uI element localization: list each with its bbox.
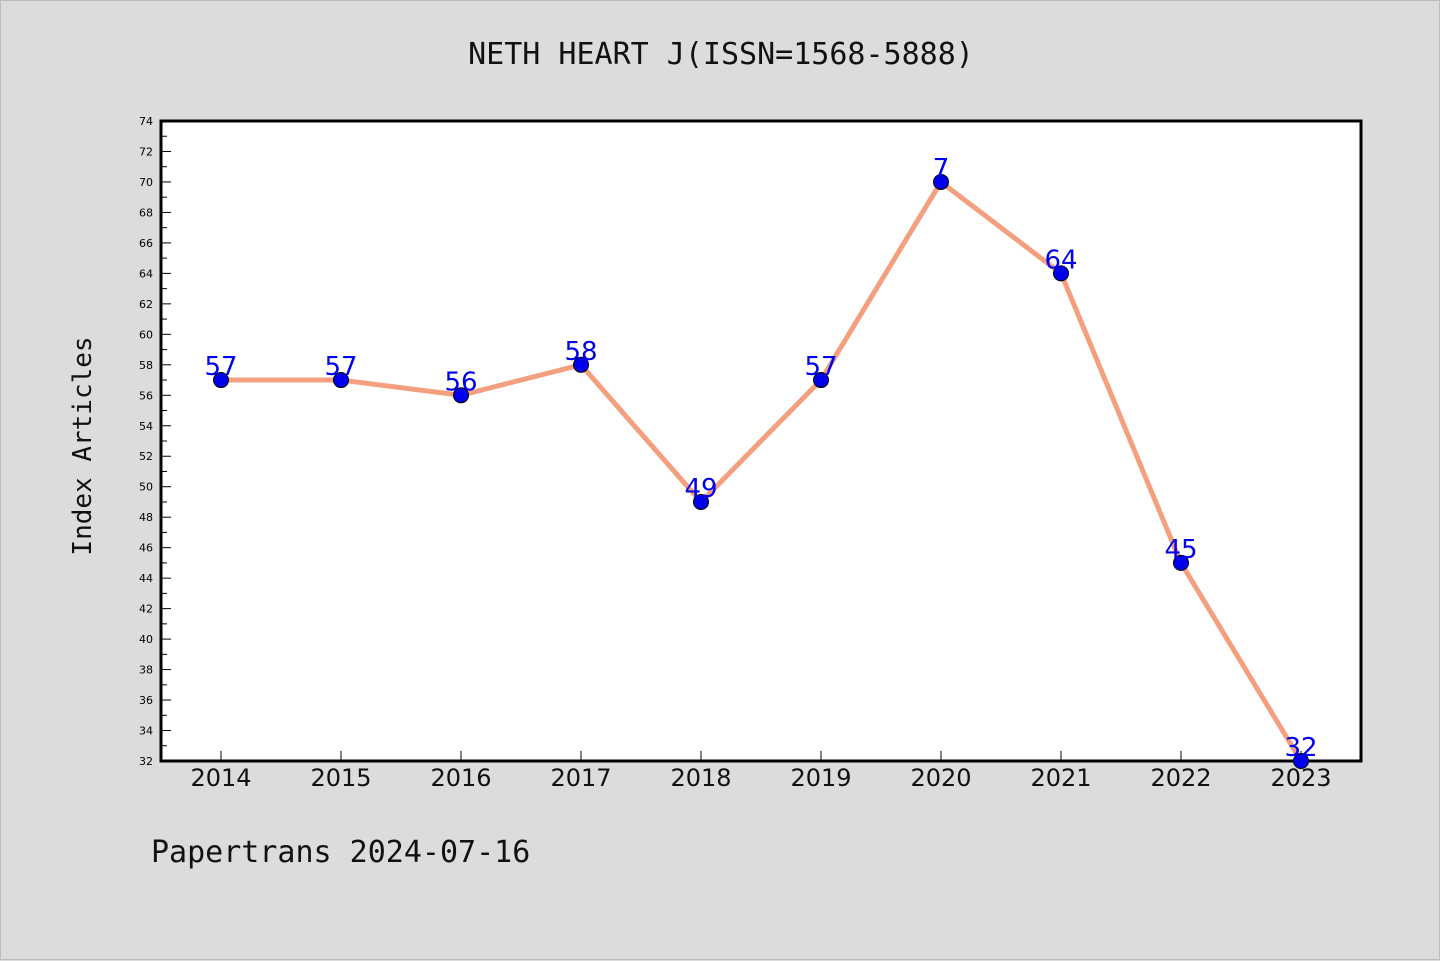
- series-line-group: [218, 179, 1304, 764]
- data-label: 57: [804, 352, 837, 382]
- y-tick-label: 70: [139, 176, 153, 189]
- data-labels: 57 57 56 58 49 57 7 64 45 32: [204, 154, 1317, 763]
- y-tick-label: 64: [139, 267, 153, 280]
- x-tick-label: 2019: [790, 764, 851, 792]
- x-tick-label: 2020: [910, 764, 971, 792]
- y-tick-label: 42: [139, 603, 153, 616]
- data-point: [453, 387, 469, 404]
- data-point: [813, 372, 829, 389]
- data-points: [213, 173, 1309, 769]
- data-label: 58: [564, 337, 597, 367]
- data-point: [1293, 753, 1309, 769]
- y-axis: 32 34 36 38 40 42 44 46 48 50 52 54 56 58 60 62 64 66 68 70…: [139, 115, 171, 768]
- chart-title: NETH HEART J(ISSN=1568-5888): [468, 37, 974, 72]
- y-tick-label: 74: [139, 115, 153, 128]
- y-tick-label: 62: [139, 298, 153, 311]
- data-label: 57: [324, 352, 357, 382]
- x-tick-label: 2022: [1150, 764, 1211, 792]
- data-point: [933, 173, 949, 190]
- data-point: [693, 493, 709, 510]
- y-tick-label: 72: [139, 145, 153, 158]
- data-point: [333, 372, 349, 389]
- x-tick-label: 2014: [190, 764, 251, 792]
- data-point: [573, 356, 589, 373]
- y-axis-label: Index Articles: [68, 336, 98, 555]
- y-tick-label: 32: [139, 755, 153, 768]
- data-label: 64: [1044, 245, 1077, 275]
- x-tick-label: 2017: [550, 764, 611, 792]
- x-tick-label: 2015: [310, 764, 371, 792]
- y-tick-label: 56: [139, 389, 153, 402]
- y-tick-label: 40: [139, 633, 153, 646]
- y-tick-label: 34: [139, 725, 153, 738]
- y-tick-label: 38: [139, 664, 153, 677]
- y-tick-label: 68: [139, 206, 153, 219]
- data-label: 56: [444, 367, 477, 397]
- footer-text: Papertrans 2024-07-16: [151, 835, 531, 870]
- x-axis: 2014 2015 2016 2017 2018 2019 2020 2021 2022 2023: [190, 751, 1332, 792]
- data-point: [213, 372, 229, 389]
- data-label: 57: [204, 352, 237, 382]
- y-tick-label: 50: [139, 481, 153, 494]
- data-label: 7: [933, 154, 950, 184]
- y-tick-label: 58: [139, 359, 153, 372]
- y-tick-label: 60: [139, 328, 153, 341]
- data-point: [1173, 554, 1189, 571]
- y-tick-label: 46: [139, 542, 153, 555]
- data-label: 45: [1164, 535, 1197, 565]
- x-tick-label: 2021: [1030, 764, 1091, 792]
- x-tick-label: 2016: [430, 764, 491, 792]
- y-tick-label: 44: [139, 572, 153, 585]
- y-tick-label: 36: [139, 694, 153, 707]
- y-tick-label: 66: [139, 237, 153, 250]
- y-tick-label: 54: [139, 420, 153, 433]
- data-label: 49: [684, 474, 717, 504]
- y-tick-label: 52: [139, 450, 153, 463]
- y-tick-label: 48: [139, 511, 153, 524]
- data-point: [1053, 265, 1069, 282]
- series-line: [218, 179, 1304, 764]
- data-label: 32: [1284, 733, 1317, 763]
- x-tick-label: 2018: [670, 764, 731, 792]
